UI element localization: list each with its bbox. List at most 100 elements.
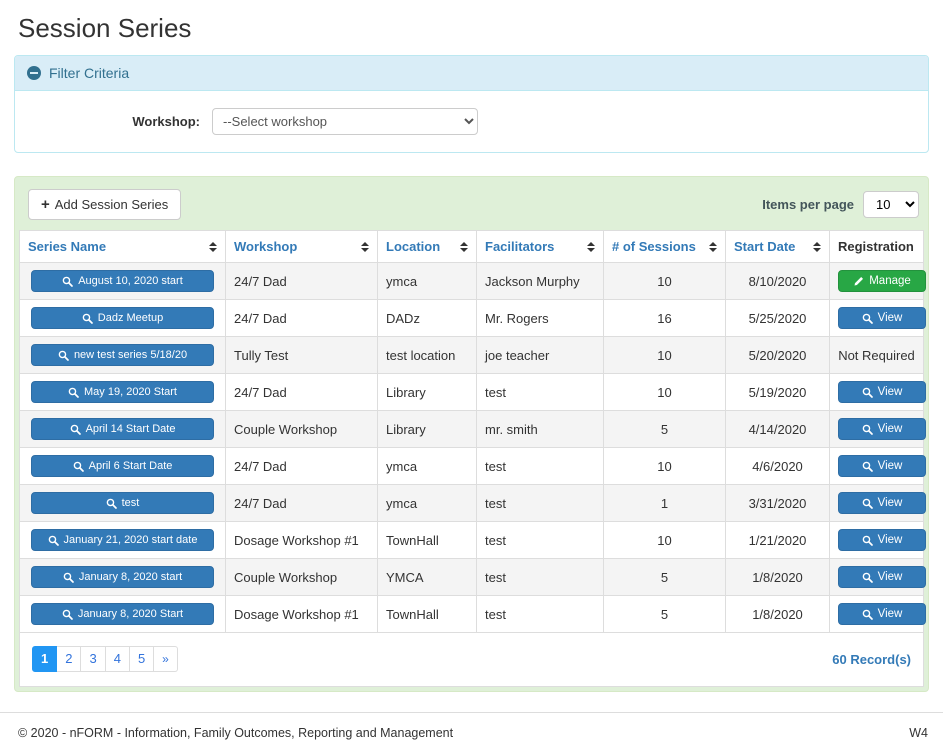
facilitators-cell: Mr. Rogers: [476, 299, 604, 337]
table-row: Dadz Meetup 24/7 Dad DADz Mr. Rogers 16 …: [19, 299, 926, 337]
page-title: Session Series: [18, 13, 192, 43]
series-name-button[interactable]: April 14 Start Date: [31, 418, 214, 440]
search-icon: [862, 609, 873, 620]
table-row: April 14 Start Date Couple Workshop Libr…: [19, 410, 926, 448]
sort-icon[interactable]: [361, 241, 369, 252]
table-header-row: Series Name Workshop Location Facilitato…: [19, 230, 924, 263]
footer-divider: [0, 712, 943, 713]
column-header-location[interactable]: Location: [377, 230, 477, 263]
sessions-cell: 1: [603, 484, 726, 522]
session-series-panel: + Add Session Series Items per page 10 S…: [14, 176, 929, 692]
series-name-button[interactable]: April 6 Start Date: [31, 455, 214, 477]
column-header-series-name[interactable]: Series Name: [19, 230, 226, 263]
facilitators-cell: mr. smith: [476, 410, 604, 448]
copyright-text: © 2020 - nFORM - Information, Family Out…: [18, 726, 454, 740]
location-cell: TownHall: [377, 521, 477, 559]
sessions-cell: 5: [603, 410, 726, 448]
start-date-cell: 8/10/2020: [725, 262, 830, 300]
view-button[interactable]: View: [838, 529, 926, 551]
sort-icon[interactable]: [813, 241, 821, 252]
column-header-start-date[interactable]: Start Date: [725, 230, 830, 263]
workshop-cell: Dosage Workshop #1: [225, 521, 378, 559]
sessions-cell: 10: [603, 521, 726, 559]
series-name-button[interactable]: new test series 5/18/20: [31, 344, 214, 366]
table-row: January 8, 2020 start Couple Workshop YM…: [19, 558, 926, 596]
workshop-cell: Dosage Workshop #1: [225, 595, 378, 633]
search-icon: [82, 313, 93, 324]
location-cell: test location: [377, 336, 477, 374]
add-session-series-label: Add Session Series: [54, 197, 169, 212]
column-header-num-sessions[interactable]: # of Sessions: [603, 230, 726, 263]
series-name-button[interactable]: August 10, 2020 start: [31, 270, 214, 292]
start-date-cell: 5/20/2020: [725, 336, 830, 374]
page-button-4[interactable]: 4: [105, 646, 130, 672]
next-pages-button[interactable]: »: [154, 646, 178, 672]
items-per-page: Items per page 10: [762, 191, 919, 218]
view-button[interactable]: View: [838, 603, 926, 625]
series-name-button[interactable]: Dadz Meetup: [31, 307, 214, 329]
table-row: January 8, 2020 Start Dosage Workshop #1…: [19, 595, 926, 633]
table-footer: 1 2 3 4 5 » 60 Record(s): [19, 633, 924, 687]
page-footer: © 2020 - nFORM - Information, Family Out…: [0, 712, 943, 754]
search-icon: [63, 572, 74, 583]
workshop-cell: 24/7 Dad: [225, 447, 378, 485]
sort-icon[interactable]: [587, 241, 595, 252]
view-button[interactable]: View: [838, 566, 926, 588]
series-name-button[interactable]: January 8, 2020 Start: [31, 603, 214, 625]
series-name-button[interactable]: May 19, 2020 Start: [31, 381, 214, 403]
table-row: August 10, 2020 start 24/7 Dad ymca Jack…: [19, 262, 926, 300]
search-icon: [58, 350, 69, 361]
start-date-cell: 4/6/2020: [725, 447, 830, 485]
facilitators-cell: Jackson Murphy: [476, 262, 604, 300]
registration-text: Not Required: [838, 347, 915, 363]
page-button-5[interactable]: 5: [129, 646, 155, 672]
facilitators-cell: test: [476, 373, 604, 411]
page-button-2[interactable]: 2: [57, 646, 82, 672]
start-date-cell: 1/21/2020: [725, 521, 830, 559]
view-button[interactable]: View: [838, 381, 926, 403]
view-button[interactable]: View: [838, 492, 926, 514]
page-button-1[interactable]: 1: [32, 646, 58, 672]
series-name-button[interactable]: test: [31, 492, 214, 514]
start-date-cell: 5/25/2020: [725, 299, 830, 337]
series-name-button[interactable]: January 21, 2020 start date: [31, 529, 214, 551]
filter-criteria-header[interactable]: Filter Criteria: [15, 56, 928, 91]
start-date-cell: 5/19/2020: [725, 373, 830, 411]
workshop-cell: 24/7 Dad: [225, 262, 378, 300]
column-header-workshop[interactable]: Workshop: [225, 230, 378, 263]
column-header-facilitators[interactable]: Facilitators: [476, 230, 604, 263]
manage-button[interactable]: Manage: [838, 270, 926, 292]
main-content: Session Series Filter Criteria Workshop:…: [0, 13, 943, 692]
filter-criteria-panel: Filter Criteria Workshop: --Select works…: [14, 55, 929, 153]
sort-icon[interactable]: [709, 241, 717, 252]
view-button[interactable]: View: [838, 307, 926, 329]
record-count: 60 Record(s): [832, 651, 911, 667]
search-icon: [862, 424, 873, 435]
location-cell: ymca: [377, 447, 477, 485]
sort-icon[interactable]: [209, 241, 217, 252]
workshop-select[interactable]: --Select workshop: [212, 108, 478, 135]
sort-icon[interactable]: [460, 241, 468, 252]
search-icon: [62, 276, 74, 287]
collapse-minus-circle-icon[interactable]: [27, 66, 41, 80]
filter-body: Workshop: --Select workshop: [15, 91, 928, 152]
location-cell: Library: [377, 410, 477, 448]
facilitators-cell: test: [476, 521, 604, 559]
search-icon: [862, 387, 873, 398]
location-cell: ymca: [377, 262, 477, 300]
sessions-cell: 5: [603, 595, 726, 633]
location-cell: TownHall: [377, 595, 477, 633]
view-button[interactable]: View: [838, 455, 926, 477]
start-date-cell: 1/8/2020: [725, 558, 830, 596]
items-per-page-select[interactable]: 10: [863, 191, 919, 218]
sessions-cell: 10: [603, 336, 726, 374]
add-session-series-button[interactable]: + Add Session Series: [28, 189, 182, 220]
series-name-button[interactable]: January 8, 2020 start: [31, 566, 214, 588]
plus-icon: +: [41, 195, 50, 213]
search-icon: [48, 535, 59, 546]
page-button-3[interactable]: 3: [81, 646, 106, 672]
workshop-label: Workshop:: [132, 114, 200, 129]
table-row: May 19, 2020 Start 24/7 Dad Library test…: [19, 373, 926, 411]
view-button[interactable]: View: [838, 418, 926, 440]
sessions-cell: 16: [603, 299, 726, 337]
